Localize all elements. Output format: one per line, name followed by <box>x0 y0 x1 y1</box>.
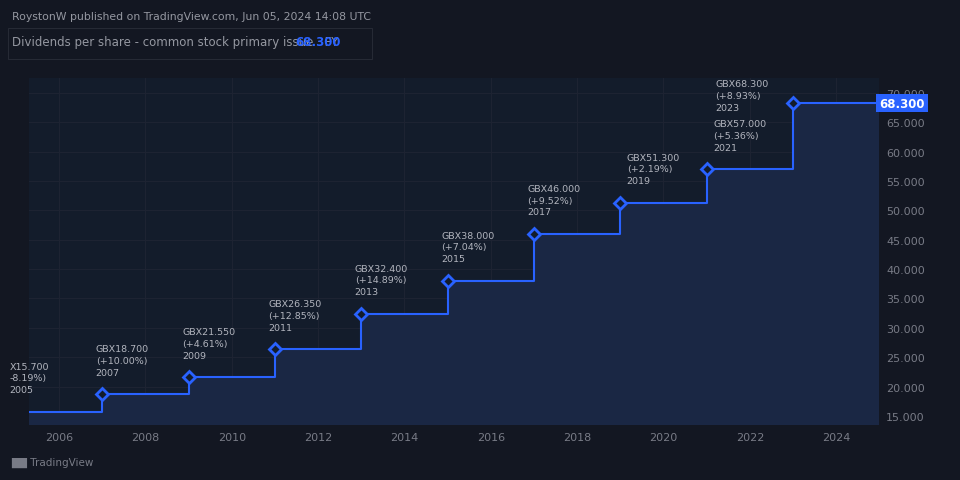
Text: GBX18.700
(+10.00%)
2007: GBX18.700 (+10.00%) 2007 <box>96 344 149 377</box>
Text: RoystonW published on TradingView.com, Jun 05, 2024 14:08 UTC: RoystonW published on TradingView.com, J… <box>12 12 371 22</box>
Text: Dividends per share - common stock primary issue · FY: Dividends per share - common stock prima… <box>12 36 346 49</box>
Text: GBX21.550
(+4.61%)
2009: GBX21.550 (+4.61%) 2009 <box>182 327 235 360</box>
Polygon shape <box>16 104 879 425</box>
Text: GBX51.300
(+2.19%)
2019: GBX51.300 (+2.19%) 2019 <box>627 153 680 186</box>
Text: GBX26.350
(+12.85%)
2011: GBX26.350 (+12.85%) 2011 <box>269 300 322 332</box>
Text: GBX46.000
(+9.52%)
2017: GBX46.000 (+9.52%) 2017 <box>527 184 581 217</box>
Text: 68.300: 68.300 <box>296 36 341 49</box>
Text: GBX32.400
(+14.89%)
2013: GBX32.400 (+14.89%) 2013 <box>355 264 408 297</box>
Text: GBX57.000
(+5.36%)
2021: GBX57.000 (+5.36%) 2021 <box>713 120 766 153</box>
Text: X15.700
-8.19%)
2005: X15.700 -8.19%) 2005 <box>10 362 49 395</box>
Text: ██ TradingView: ██ TradingView <box>12 456 94 467</box>
Text: GBX38.000
(+7.04%)
2015: GBX38.000 (+7.04%) 2015 <box>442 231 494 264</box>
Text: GBX68.300
(+8.93%)
2023: GBX68.300 (+8.93%) 2023 <box>715 80 769 113</box>
Text: 68.300: 68.300 <box>879 97 924 110</box>
